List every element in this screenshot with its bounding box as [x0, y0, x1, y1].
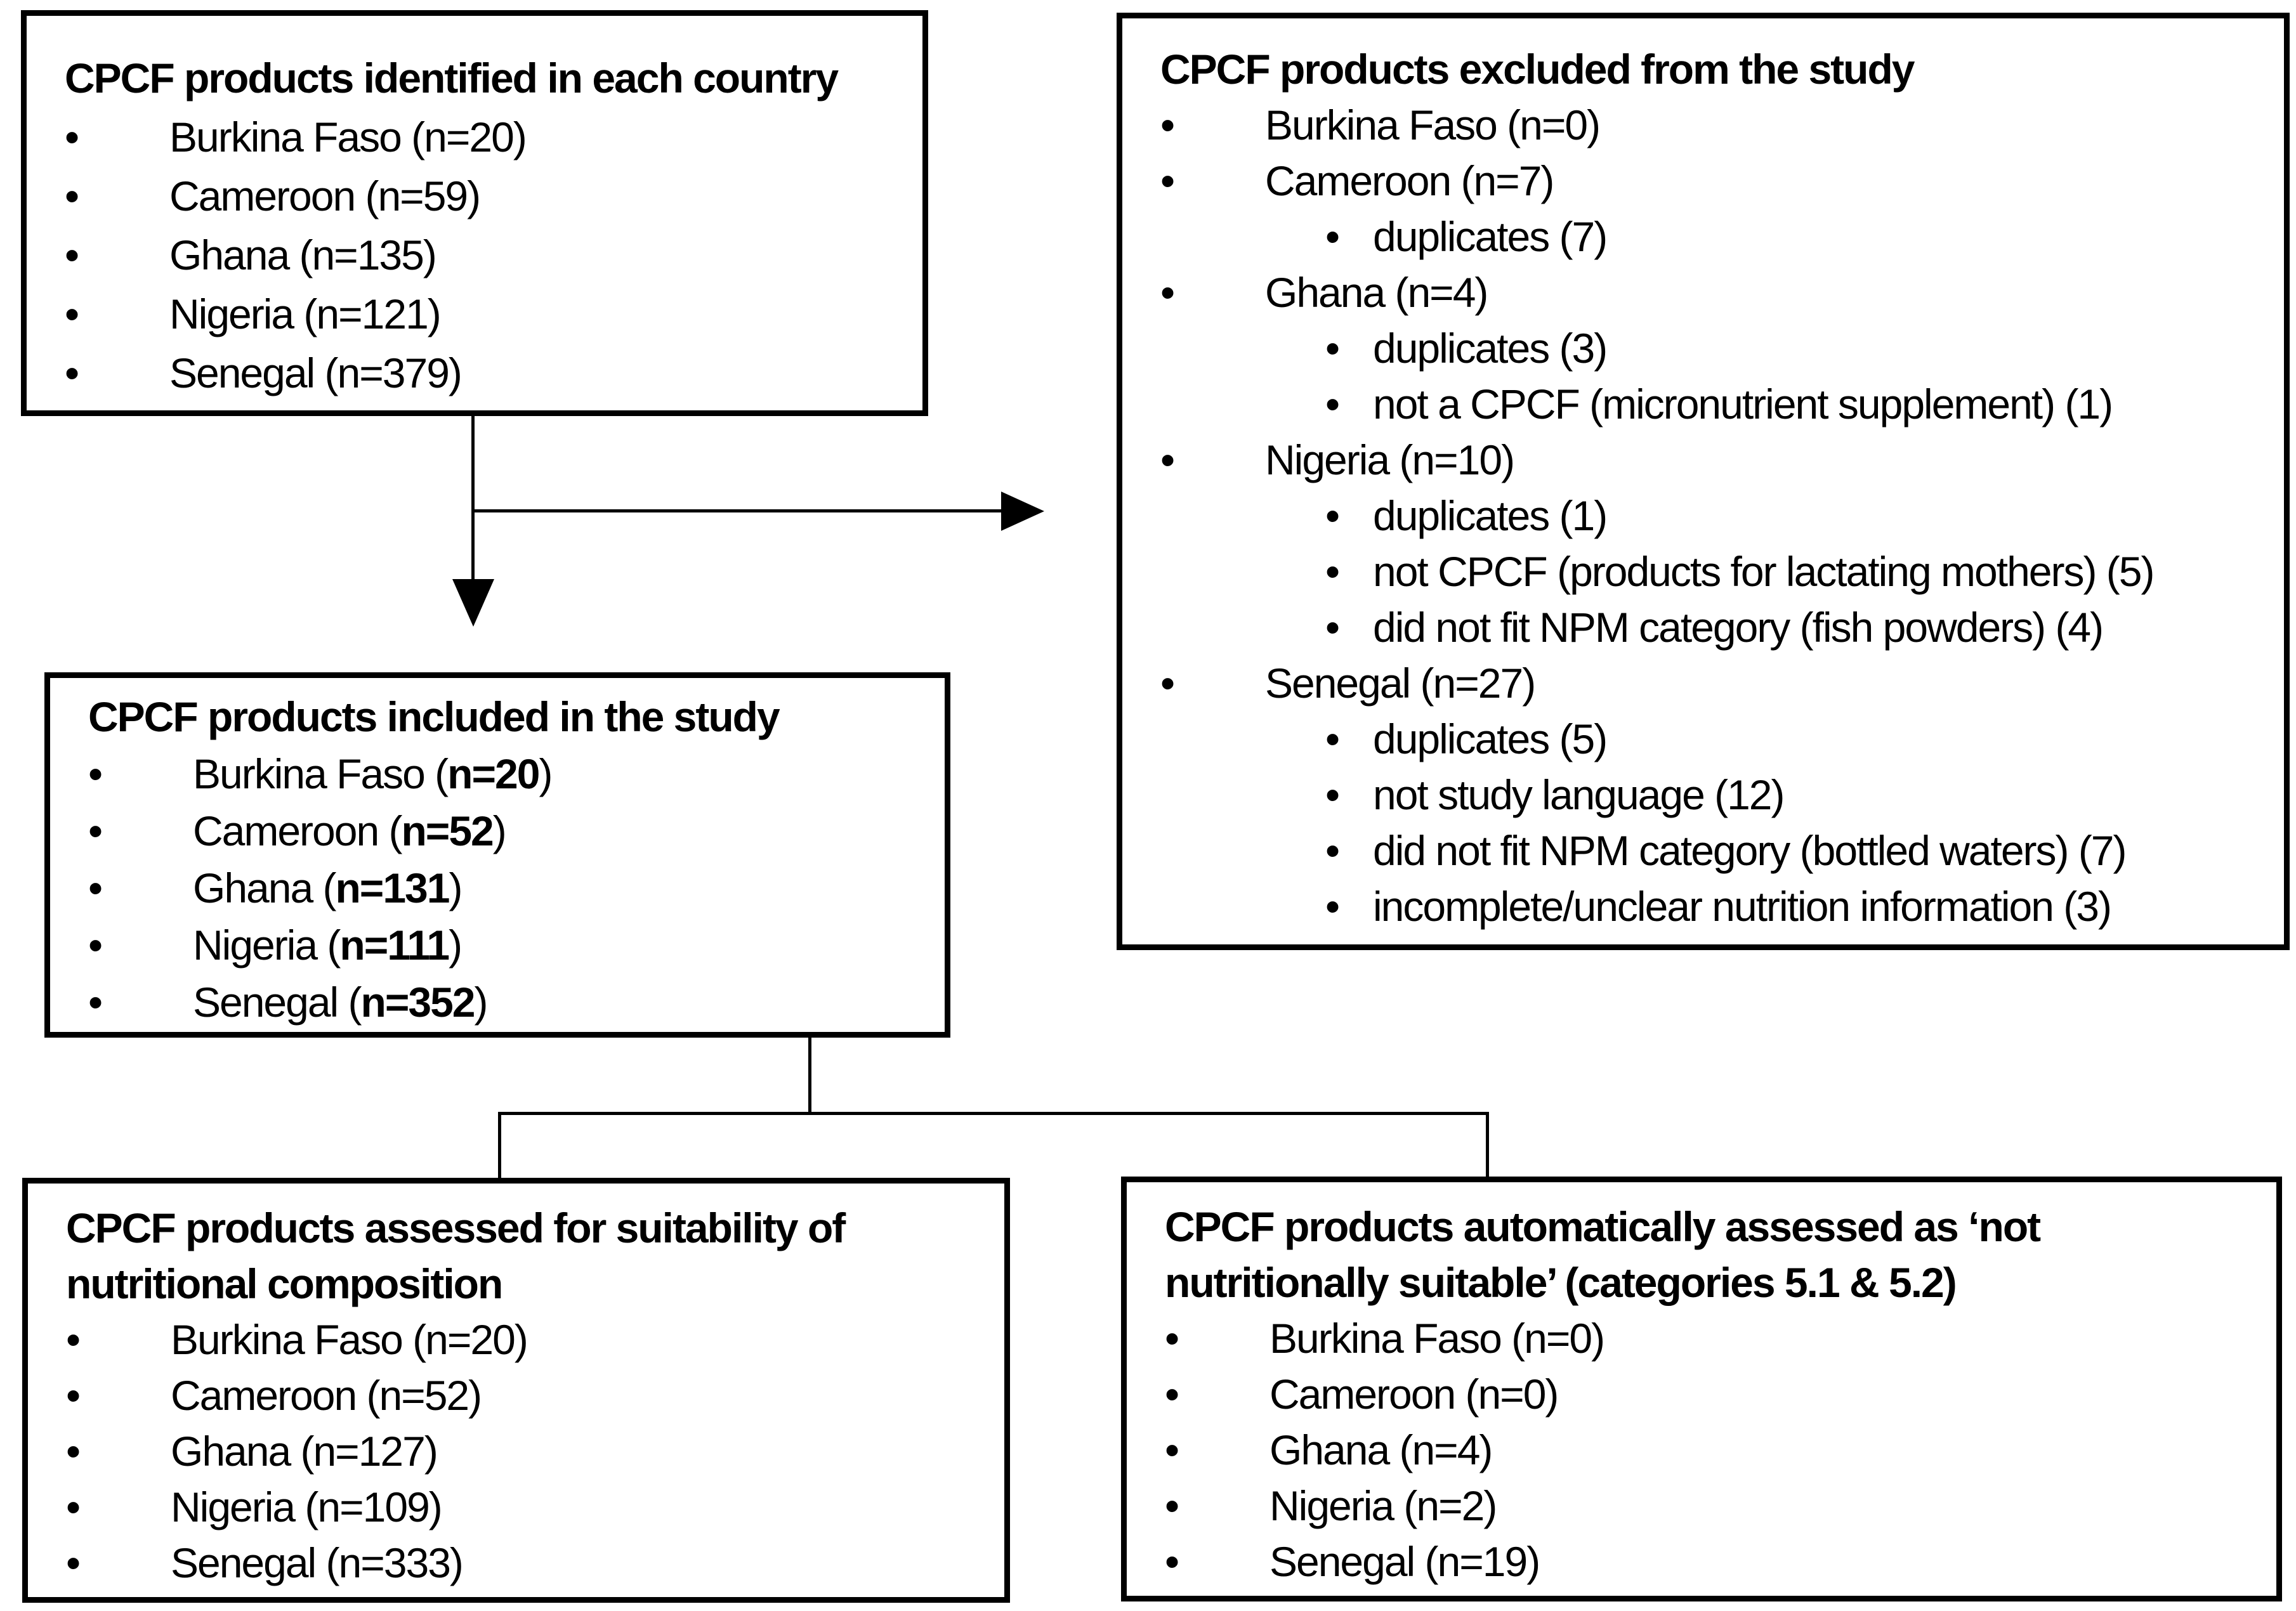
box-title: CPCF products assessed for suitability o… [66, 1204, 846, 1307]
box-identified-products: CPCF products identified in each country… [21, 10, 928, 416]
list-item: Senegal (n=19) [1127, 1534, 2276, 1589]
list-item: Ghana (n=4) [1127, 1422, 2276, 1478]
list-subitem: not study language (12) [1122, 767, 2284, 823]
box-title: CPCF products identified in each country [65, 55, 839, 101]
list-item: Ghana (n=127) [28, 1423, 1004, 1479]
list-subitem: not a CPCF (micronutrient supplement) (1… [1122, 376, 2284, 432]
list-item: Nigeria (n=109) [28, 1479, 1004, 1535]
list-item: Burkina Faso (n=0) [1127, 1310, 2276, 1366]
box-title: CPCF products excluded from the study [1160, 46, 1915, 93]
list-subitem: incomplete/unclear nutrition information… [1122, 878, 2284, 934]
box-assessed-products: CPCF products assessed for suitability o… [22, 1178, 1010, 1603]
list-item: Nigeria (n=111) [50, 916, 945, 974]
box-not-suitable-products: CPCF products automatically assessed as … [1121, 1177, 2282, 1601]
list-item: Senegal (n=352) [50, 974, 945, 1031]
list-item: Cameroon (n=59) [27, 167, 922, 226]
list-item: Cameroon (n=52) [50, 802, 945, 859]
list-subitem: duplicates (1) [1122, 488, 2284, 544]
list-item: Nigeria (n=2) [1127, 1478, 2276, 1534]
connector-split-to-assessed [498, 1112, 501, 1178]
list-item: Ghana (n=135) [27, 226, 922, 285]
list-subitem: duplicates (7) [1122, 209, 2284, 264]
list-item: Senegal (n=333) [28, 1535, 1004, 1591]
list-subitem: did not fit NPM category (bottled waters… [1122, 823, 2284, 878]
list-item: Burkina Faso (n=20) [50, 745, 945, 802]
list-subitem: duplicates (5) [1122, 711, 2284, 767]
connector-split-horizontal [498, 1112, 1489, 1115]
list-item: Ghana (n=131) [50, 859, 945, 916]
list-item: Ghana (n=4) [1122, 264, 2284, 320]
connector-identified-to-excluded [471, 509, 1002, 512]
list-subitem: duplicates (3) [1122, 320, 2284, 376]
list-item: Nigeria (n=121) [27, 285, 922, 344]
list-item: Cameroon (n=0) [1127, 1366, 2276, 1422]
list-item: Cameroon (n=52) [28, 1367, 1004, 1423]
list-item: Burkina Faso (n=0) [1122, 97, 2284, 153]
box-included-products: CPCF products included in the study Burk… [44, 672, 950, 1038]
box-excluded-products: CPCF products excluded from the study Bu… [1117, 13, 2290, 950]
connector-included-to-split [808, 1038, 811, 1114]
list-subitem: not CPCF (products for lactating mothers… [1122, 544, 2284, 599]
list-item: Senegal (n=27) [1122, 655, 2284, 711]
list-item: Burkina Faso (n=20) [28, 1312, 1004, 1367]
connector-split-to-notsuitable [1486, 1112, 1489, 1177]
box-title: CPCF products automatically assessed as … [1165, 1203, 2041, 1306]
box-title: CPCF products included in the study [88, 693, 780, 740]
list-subitem: did not fit NPM category (fish powders) … [1122, 599, 2284, 655]
list-item: Burkina Faso (n=20) [27, 108, 922, 167]
connector-identified-to-included [471, 416, 475, 582]
arrow-right-icon [1001, 492, 1044, 531]
list-item: Senegal (n=379) [27, 344, 922, 403]
list-item: Nigeria (n=10) [1122, 432, 2284, 488]
arrow-down-icon [452, 579, 494, 627]
list-item: Cameroon (n=7) [1122, 153, 2284, 209]
